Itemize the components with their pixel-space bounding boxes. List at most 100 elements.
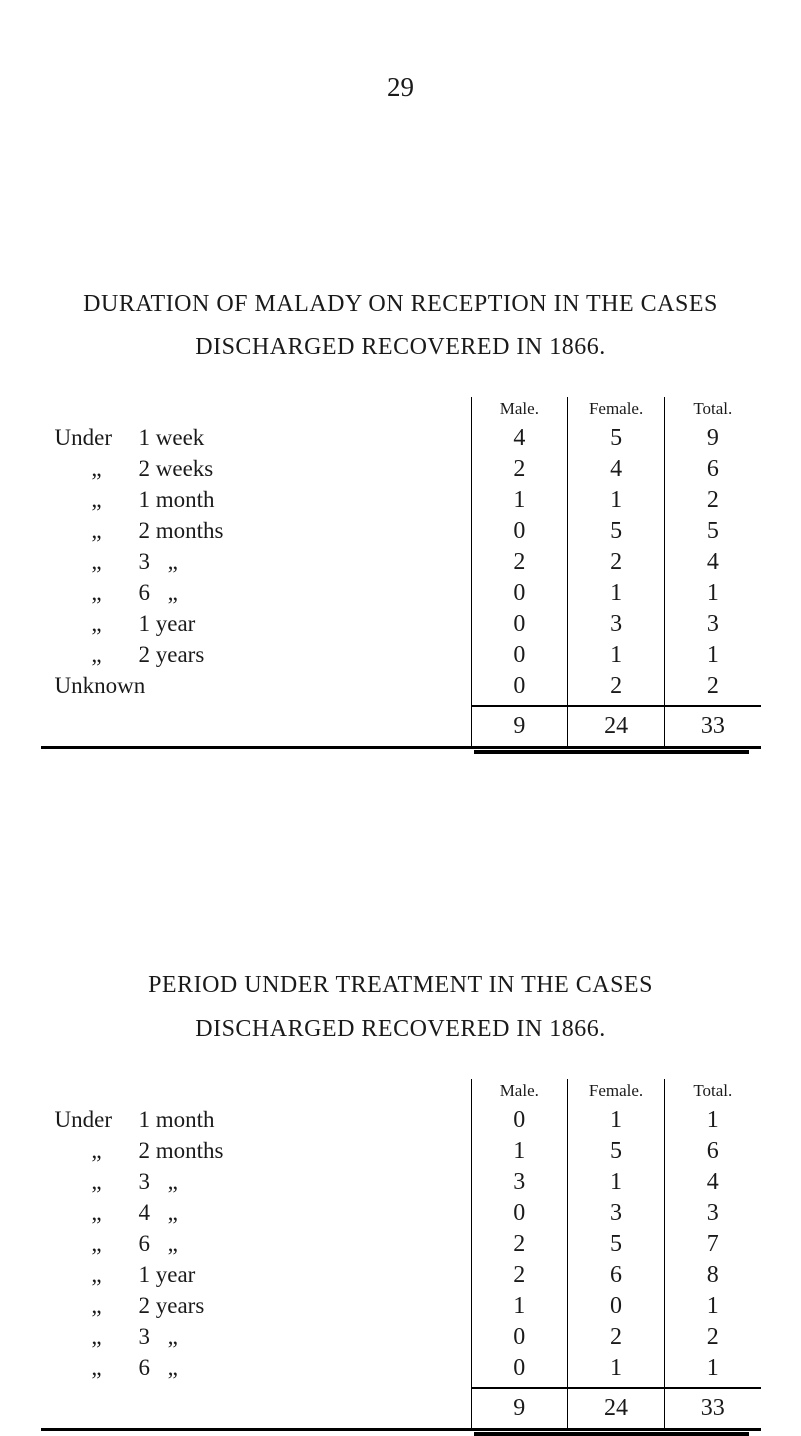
row-value: 4: [139, 1200, 156, 1225]
table-row: „6 „011: [41, 1353, 761, 1384]
row-label: „2 weeks: [41, 454, 472, 485]
section1-totals-row: 9 24 33: [41, 706, 761, 748]
cell-male: 2: [471, 547, 567, 578]
cell-female: 1: [568, 578, 665, 609]
row-unit: month: [156, 487, 215, 512]
row-value: 1: [139, 487, 156, 512]
row-value: 2: [139, 456, 156, 481]
table-row: „2 years101: [41, 1291, 761, 1322]
cell-male: 0: [471, 1198, 567, 1229]
cell-total: 1: [665, 640, 761, 671]
row-label: „2 years: [41, 1291, 472, 1322]
cell-female: 1: [568, 640, 665, 671]
row-value: 2: [139, 642, 156, 667]
cell-total: 2: [665, 485, 761, 516]
page-number: 29: [0, 0, 801, 103]
cell-total: 1: [665, 1353, 761, 1384]
s1-total-male: 9: [471, 706, 567, 748]
cell-male: 1: [471, 485, 567, 516]
cell-female: 5: [568, 423, 665, 454]
row-prefix: „: [55, 1262, 139, 1288]
row-unit: months: [156, 1138, 224, 1163]
cell-female: 5: [567, 1136, 664, 1167]
row-unit: week: [156, 425, 205, 450]
cell-total: 3: [665, 609, 761, 640]
cell-female: 1: [568, 485, 665, 516]
cell-total: 1: [665, 1291, 761, 1322]
row-label: „1 year: [41, 1260, 472, 1291]
row-prefix: „: [55, 611, 139, 637]
row-prefix: „: [55, 1200, 139, 1226]
row-label: „2 months: [41, 1136, 472, 1167]
cell-male: 2: [471, 1229, 567, 1260]
row-unit: weeks: [156, 456, 213, 481]
section2-table: Male. Female. Total. Under1 month011„2 m…: [41, 1079, 761, 1436]
row-label: Under1 week: [41, 423, 472, 454]
col-female-header: Female.: [568, 397, 665, 423]
row-unit: month: [156, 1107, 215, 1132]
cell-male: 4: [471, 423, 567, 454]
section1-heading-line2: DISCHARGED RECOVERED IN 1866.: [0, 326, 801, 369]
cell-female: 1: [567, 1167, 664, 1198]
cell-male: 0: [471, 671, 567, 702]
col-total-header: Total.: [665, 397, 761, 423]
row-value: 6: [139, 1355, 156, 1380]
cell-total: 6: [665, 454, 761, 485]
section1-table: Male. Female. Total. Under1 week459„2 we…: [41, 397, 761, 754]
row-prefix: „: [55, 642, 139, 668]
table-row: „4 „033: [41, 1198, 761, 1229]
section2-totals-row: 9 24 33: [41, 1388, 761, 1430]
cell-total: 9: [665, 423, 761, 454]
row-prefix: „: [55, 518, 139, 544]
row-value: 1: [139, 1262, 156, 1287]
cell-female: 5: [568, 516, 665, 547]
cell-female: 4: [568, 454, 665, 485]
row-unit: „: [156, 1231, 190, 1257]
row-prefix: „: [55, 1231, 139, 1257]
row-label: „6 „: [41, 1353, 472, 1384]
table-row: „2 months055: [41, 516, 761, 547]
cell-male: 0: [471, 1322, 567, 1353]
table-row: „2 months156: [41, 1136, 761, 1167]
cell-male: 0: [471, 640, 567, 671]
row-label: „1 year: [41, 609, 472, 640]
cell-female: 2: [568, 671, 665, 702]
row-prefix: Under: [55, 425, 139, 451]
row-label: „3 „: [41, 547, 472, 578]
col-male-header: Male.: [471, 1079, 567, 1105]
cell-female: 3: [567, 1198, 664, 1229]
cell-total: 1: [665, 1105, 761, 1136]
row-label: Under1 month: [41, 1105, 472, 1136]
cell-male: 0: [471, 1353, 567, 1384]
cell-female: 1: [567, 1353, 664, 1384]
col-male-header: Male.: [471, 397, 567, 423]
cell-total: 2: [665, 671, 761, 702]
table-row: „1 month112: [41, 485, 761, 516]
table-row: „2 weeks246: [41, 454, 761, 485]
row-value: 3: [139, 1324, 156, 1349]
cell-male: 2: [471, 454, 567, 485]
section2-heading-line2: DISCHARGED RECOVERED IN 1866.: [0, 1008, 801, 1051]
cell-female: 0: [567, 1291, 664, 1322]
row-unit: „: [156, 1200, 190, 1226]
s1-total-female: 24: [568, 706, 665, 748]
cell-total: 4: [665, 547, 761, 578]
s1-total-total: 33: [665, 706, 761, 748]
s2-total-male: 9: [471, 1388, 567, 1430]
cell-male: 0: [471, 578, 567, 609]
row-label: „1 month: [41, 485, 472, 516]
cell-total: 4: [665, 1167, 761, 1198]
section2-double-rule: [474, 1432, 749, 1436]
table-row: Unknown022: [41, 671, 761, 702]
row-unit: „: [156, 1324, 190, 1350]
cell-female: 5: [567, 1229, 664, 1260]
cell-female: 3: [568, 609, 665, 640]
row-prefix: „: [55, 1169, 139, 1195]
col-total-header: Total.: [665, 1079, 761, 1105]
section2-heading: PERIOD UNDER TREATMENT IN THE CASES DISC…: [0, 964, 801, 1050]
row-label: Unknown: [41, 671, 472, 702]
row-value: 2: [139, 1138, 156, 1163]
row-unit: „: [156, 580, 190, 606]
row-label: „6 „: [41, 1229, 472, 1260]
row-label: „2 months: [41, 516, 472, 547]
